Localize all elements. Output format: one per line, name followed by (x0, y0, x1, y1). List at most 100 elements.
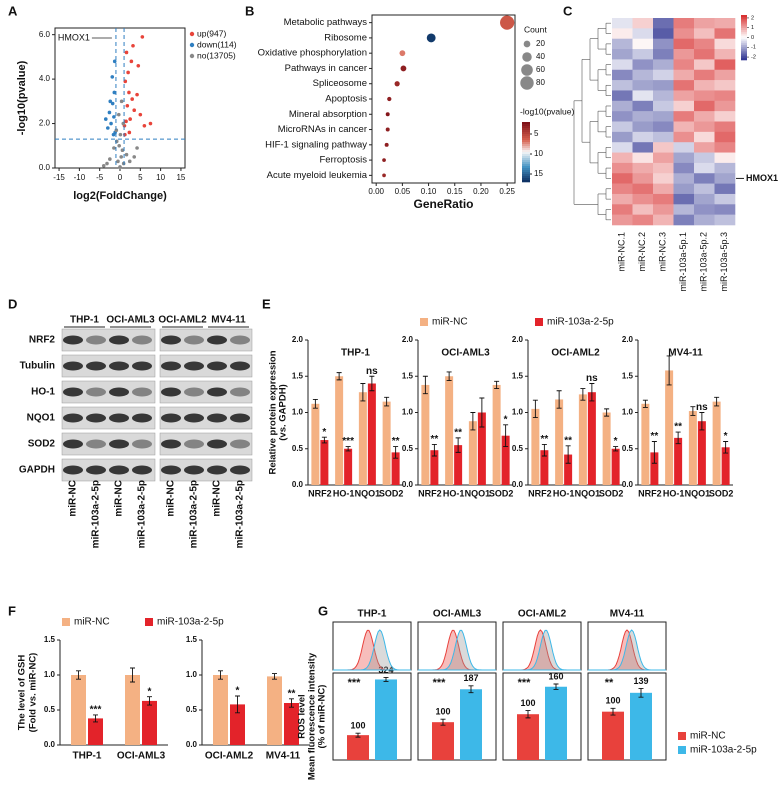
error-bar (556, 390, 562, 409)
value-label: 100 (435, 707, 450, 717)
heatmap-cell (714, 59, 736, 71)
heatmap-cell (714, 162, 736, 174)
category-label: SOD2 (599, 488, 624, 498)
size-legend-label: 60 (536, 65, 545, 74)
heatmap-cell (673, 38, 695, 50)
heatmap-cell (653, 100, 674, 112)
y-tick-label: 1.5 (622, 371, 634, 380)
annotation: HMOX1 (746, 173, 778, 183)
lane-label: miR-103a-2-5p (235, 480, 246, 548)
blot-band (184, 335, 204, 345)
blot-band (132, 465, 152, 475)
heatmap-cell (612, 131, 633, 143)
dot (385, 127, 390, 132)
colorbar-label: 10 (534, 149, 543, 158)
heatmap-cell (632, 121, 654, 133)
lane-label: miR-103a-2-5p (137, 480, 148, 548)
blot-band (230, 439, 250, 449)
y-axis-label: ROS level (297, 694, 308, 738)
dot (500, 15, 515, 30)
blot-band (230, 387, 250, 397)
significance: ** (454, 428, 462, 439)
error-bar (468, 685, 474, 694)
y-axis-label: The level of GSH (17, 655, 28, 731)
bar (578, 394, 587, 485)
colorbar-label: 1 (751, 25, 754, 31)
error-bar (446, 371, 452, 382)
point (116, 159, 120, 164)
histogram-mir (503, 629, 581, 671)
colorbar-segment (741, 58, 747, 61)
point (118, 132, 123, 137)
point (138, 112, 143, 117)
colorbar-segment (741, 48, 747, 51)
bar (602, 412, 611, 485)
panel-label: E (262, 296, 271, 311)
point (112, 90, 117, 95)
error-bar (642, 399, 648, 408)
heatmap-cell (694, 49, 715, 60)
y-tick-label: 0.5 (402, 444, 414, 453)
bar (391, 452, 400, 485)
error-bar (690, 406, 696, 416)
heatmap-cell (632, 162, 654, 174)
category-label: THP-1 (73, 751, 102, 762)
y-tick-label: 1.0 (512, 408, 524, 417)
heatmap-cell (612, 193, 633, 205)
y-tick-label: 0.5 (44, 705, 56, 714)
bar (375, 679, 397, 760)
legend-label: down(114) (197, 39, 237, 49)
heatmap-cell (632, 38, 654, 50)
heatmap-cell (612, 121, 633, 133)
error-bar (235, 695, 240, 714)
significance: ** (392, 436, 400, 447)
y-tick-label: 2.0 (402, 335, 414, 344)
lane-label: miR-103a-2-5p (91, 480, 102, 548)
colorbar-segment (522, 142, 530, 145)
y-tick-label: 0.0 (512, 480, 524, 489)
heatmap-cell (653, 131, 674, 143)
value-label: 160 (548, 671, 563, 681)
colorbar-segment (741, 54, 747, 57)
error-bar (613, 446, 619, 452)
bar (492, 384, 501, 485)
point (128, 117, 132, 121)
heatmap-cell (673, 131, 695, 143)
dot (399, 50, 406, 57)
histogram-mir (588, 629, 666, 671)
column-label: miR-NC.3 (658, 232, 668, 272)
bar (142, 700, 157, 745)
bar (564, 454, 573, 485)
point (126, 70, 130, 75)
heatmap-cell (632, 111, 654, 122)
panel-title: THP-1 (341, 348, 370, 359)
bar (88, 718, 103, 745)
heatmap-cell (653, 59, 674, 71)
blot-band (184, 439, 204, 449)
dot (426, 33, 436, 43)
bar (445, 376, 454, 485)
category-label: Ribosome (324, 32, 367, 43)
legend-label: miR-NC (432, 317, 468, 328)
significance: *** (342, 436, 354, 447)
bar (665, 370, 674, 485)
y-tick-label: 1.5 (512, 371, 524, 380)
colorbar-segment (741, 22, 747, 25)
colorbar-segment (522, 166, 530, 169)
blot-band (86, 335, 106, 345)
heatmap-cell (673, 80, 695, 91)
heatmap-cell (694, 18, 715, 29)
heatmap-cell (612, 111, 633, 122)
colorbar-segment (741, 26, 747, 29)
point (148, 121, 153, 126)
category-label: HO-1 (443, 488, 465, 498)
column-label: miR-103a-5p.1 (678, 232, 688, 292)
y-axis-label: Relative protein expression (268, 350, 279, 474)
y-tick-label: 2.0 (39, 119, 51, 128)
blot-band (184, 465, 204, 475)
heatmap-cell (612, 214, 633, 226)
legend-label: miR-103a-2-5p (157, 617, 224, 628)
heatmap-cell (632, 69, 654, 81)
category-label: Oxidative phosphorylation (258, 48, 367, 59)
error-bar (532, 399, 538, 419)
